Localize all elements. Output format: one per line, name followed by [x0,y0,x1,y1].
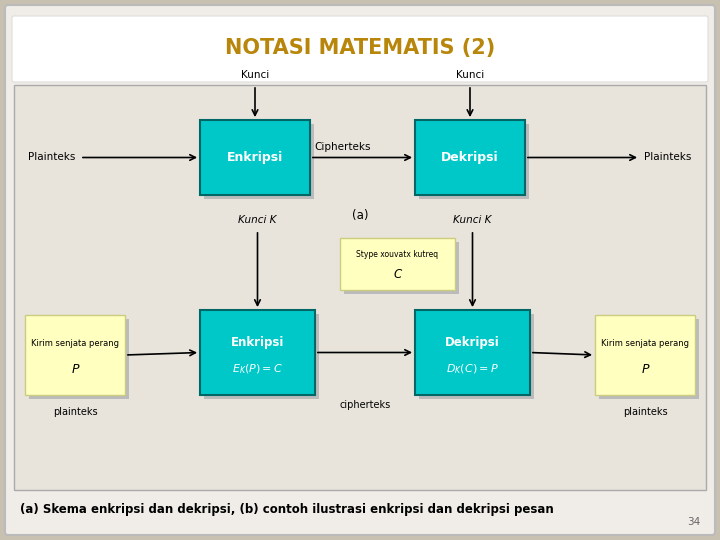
Text: Stype xouvatx kutreq: Stype xouvatx kutreq [356,250,438,259]
FancyBboxPatch shape [14,85,706,490]
FancyBboxPatch shape [12,16,708,82]
Text: Enkripsi: Enkripsi [231,336,284,349]
Text: plainteks: plainteks [623,407,667,417]
Text: Dekripsi: Dekripsi [445,336,500,349]
Text: plainteks: plainteks [53,407,97,417]
Text: Enkripsi: Enkripsi [227,151,283,164]
Bar [25,315,125,395]
Bar [200,310,315,395]
Text: Plainteks: Plainteks [644,152,691,163]
Text: Kunci K: Kunci K [238,215,276,225]
Text: Plainteks: Plainteks [27,152,75,163]
Text: Kirim senjata perang: Kirim senjata perang [31,339,119,348]
Text: NOTASI MATEMATIS (2): NOTASI MATEMATIS (2) [225,38,495,58]
Text: Kirim senjata perang: Kirim senjata perang [601,339,689,348]
Bar [599,319,699,399]
Text: Cipherteks: Cipherteks [314,143,371,152]
Text: Kunci: Kunci [241,70,269,80]
Text: P: P [71,363,78,376]
Bar [415,120,525,195]
Text: Kunci K: Kunci K [454,215,492,225]
Text: P: P [642,363,649,376]
Bar [595,315,695,395]
Text: (a): (a) [352,208,368,221]
Bar [29,319,129,399]
Text: (a) Skema enkripsi dan dekripsi, (b) contoh ilustrasi enkripsi dan dekripsi pesa: (a) Skema enkripsi dan dekripsi, (b) con… [20,503,554,516]
Bar [419,314,534,399]
Text: $D_K(C)=P$: $D_K(C)=P$ [446,363,499,376]
Bar [204,124,314,199]
Bar [419,124,529,199]
Bar [344,242,459,294]
Bar [204,314,319,399]
Bar [200,120,310,195]
Text: $E_K(P)=C$: $E_K(P)=C$ [232,363,283,376]
Text: 34: 34 [687,517,700,527]
Text: cipherteks: cipherteks [339,400,391,410]
Bar [415,310,530,395]
Text: Dekripsi: Dekripsi [441,151,499,164]
Text: C: C [393,268,402,281]
Text: Kunci: Kunci [456,70,484,80]
Bar [340,238,455,290]
FancyBboxPatch shape [5,5,715,535]
